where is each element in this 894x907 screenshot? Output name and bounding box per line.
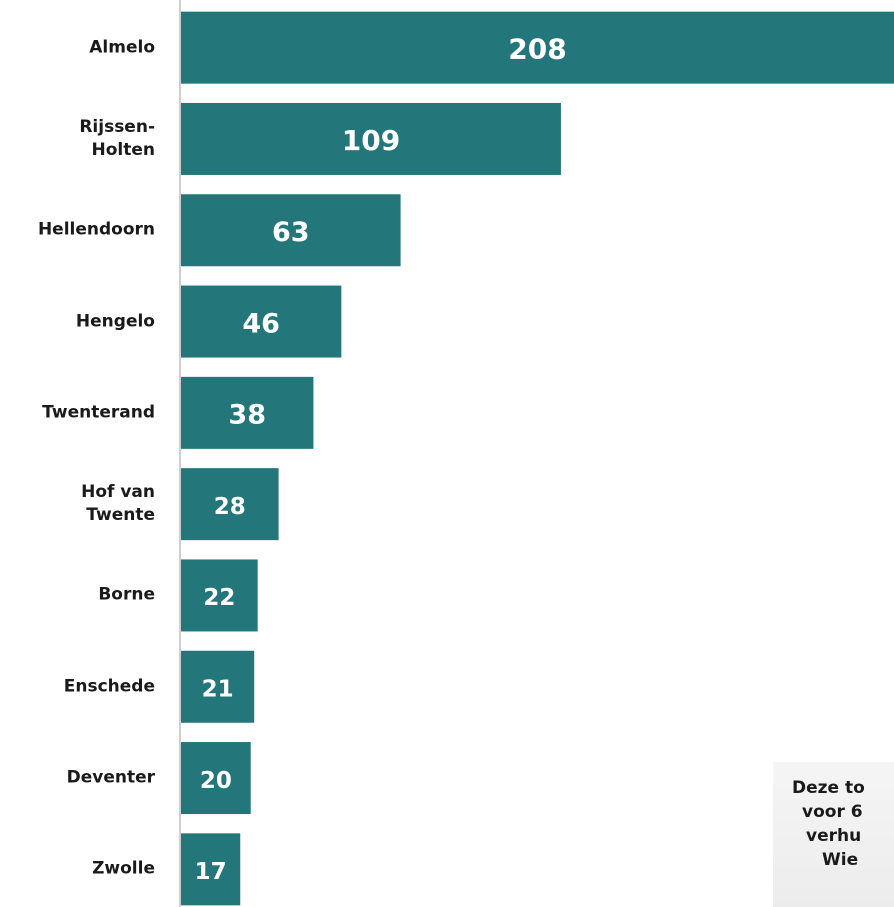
value-label: 63	[272, 217, 310, 248]
category-label: Hof van Twente	[81, 482, 155, 526]
bar	[181, 468, 279, 541]
annotation-line: Wie	[822, 850, 859, 870]
category-label: Deventer	[66, 767, 155, 788]
bar	[181, 376, 314, 449]
annotation-line: verhu	[806, 826, 862, 846]
value-label: 38	[228, 400, 266, 431]
annotation-line: voor 6	[802, 802, 863, 822]
category-label: Twenterand	[42, 402, 155, 423]
category-label: Almelo	[89, 37, 155, 58]
value-label: 28	[214, 494, 246, 520]
value-label: 208	[508, 33, 566, 66]
bar	[181, 742, 251, 815]
bar	[181, 650, 255, 723]
bar	[181, 102, 561, 175]
category-label: Borne	[98, 584, 155, 605]
annotation-box: Deze to voor 6 verhu Wie	[773, 762, 894, 907]
value-label: 22	[203, 585, 235, 611]
value-label: 17	[195, 859, 227, 885]
bar	[181, 11, 894, 84]
value-label: 46	[242, 308, 280, 339]
bar	[181, 833, 241, 906]
category-label: Rijssen- Holten	[79, 116, 155, 160]
value-label: 21	[202, 677, 234, 703]
category-label: Hengelo	[75, 311, 155, 332]
bar	[181, 285, 342, 358]
category-label: Enschede	[63, 676, 155, 697]
category-label: Hellendoorn	[37, 219, 155, 240]
bar	[181, 194, 401, 267]
bar	[181, 559, 258, 632]
value-label: 20	[200, 768, 232, 794]
category-label: Zwolle	[92, 858, 155, 879]
annotation-line: Deze to	[792, 778, 865, 798]
value-label: 109	[342, 124, 400, 157]
